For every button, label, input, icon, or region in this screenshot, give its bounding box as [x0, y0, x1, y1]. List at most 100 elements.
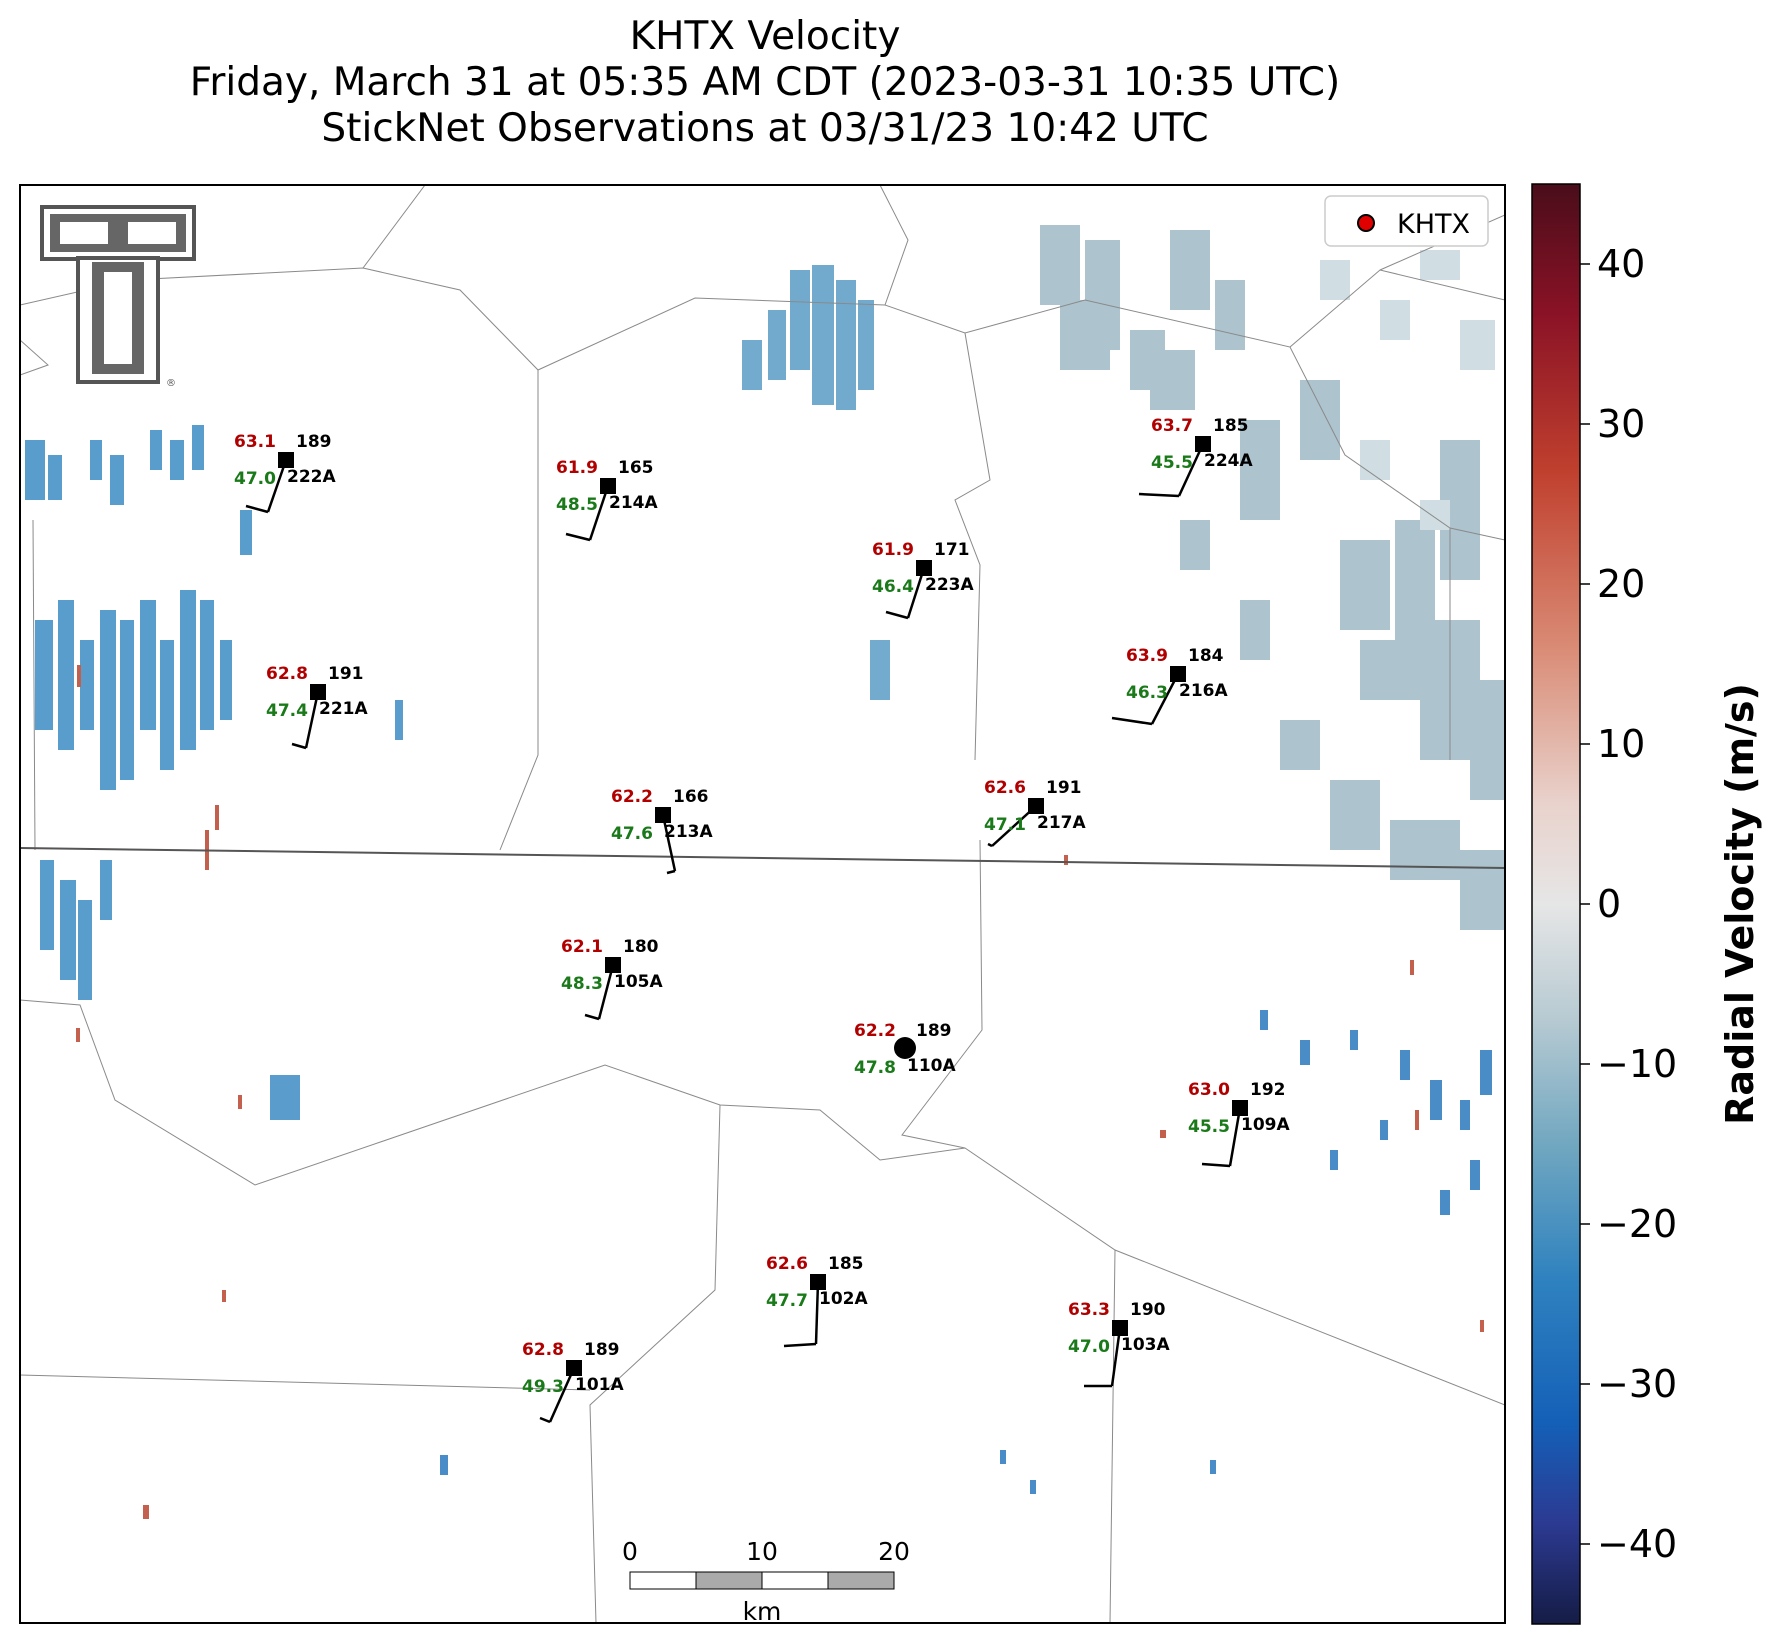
- station-109A: 63.0 192 45.5 109A: [1188, 1080, 1290, 1168]
- station-id: 102A: [819, 1289, 868, 1309]
- svg-text:®: ®: [166, 378, 176, 389]
- wind-barb-staff: [1110, 1327, 1122, 1387]
- station-id: 214A: [609, 493, 658, 513]
- station-temp: 63.9: [1126, 646, 1168, 666]
- station-dewpoint: 48.5: [556, 495, 598, 515]
- wind-barb-flag: [987, 842, 993, 848]
- wind-barb-flag: [291, 742, 307, 750]
- scale-unit: km: [743, 1597, 782, 1626]
- scale-bar: 0 10 20 km: [622, 1537, 910, 1626]
- station-id: 223A: [925, 575, 974, 595]
- station-marker: [655, 807, 671, 823]
- map-frame: [19, 184, 1506, 1624]
- county-boundaries: [20, 185, 1505, 1623]
- legend-marker: [1357, 214, 1375, 232]
- wind-barb-flag: [783, 1342, 817, 1348]
- station-dewpoint: 47.6: [611, 824, 653, 844]
- station-wind-dir: 180: [623, 937, 659, 957]
- colorbar-label: Radial Velocity (m/s): [1718, 683, 1762, 1125]
- station-observations: 63.1 189 47.0 222A 61.9 165 48.5 214A 61.9 171 46.…: [234, 416, 1290, 1424]
- wind-barb-staff: [548, 1367, 576, 1423]
- station-224A: 63.7 185 45.5 224A: [1138, 416, 1253, 498]
- station-marker: [310, 684, 326, 700]
- wind-barb-flag: [1201, 1162, 1231, 1168]
- colorbar-tick-label: 40: [1597, 242, 1645, 286]
- station-temp: 61.9: [872, 540, 914, 560]
- station-105A: 62.1 180 48.3 105A: [561, 937, 663, 1021]
- map-area: [20, 185, 1505, 1623]
- colorbar-tick-label: −30: [1597, 1362, 1677, 1406]
- station-id: 216A: [1179, 681, 1228, 701]
- station-marker: [605, 957, 621, 973]
- station-id: 213A: [664, 822, 713, 842]
- colorbar-tick-label: 10: [1597, 722, 1645, 766]
- wind-barb-flag: [565, 532, 591, 542]
- station-wind-dir: 191: [328, 664, 364, 684]
- station-id: 217A: [1037, 813, 1086, 833]
- station-temp: 62.2: [611, 787, 653, 807]
- station-id: 109A: [1241, 1115, 1290, 1135]
- wind-barb-flag: [539, 1416, 551, 1424]
- colorbar-ticks: 40 30 20 10 0 −10 −20 −30 −40: [1580, 242, 1677, 1566]
- colorbar-ramp: [1531, 183, 1581, 1625]
- station-wind-dir: 189: [584, 1340, 620, 1360]
- wind-barb-staff: [1228, 1107, 1242, 1167]
- map-title: KHTX Velocity: [629, 14, 901, 59]
- wind-barb-staff: [597, 964, 615, 1020]
- wind-barb-staff: [906, 567, 926, 619]
- station-dewpoint: 47.0: [234, 469, 276, 489]
- wind-barb-staff: [304, 691, 320, 749]
- station-id: 222A: [287, 467, 336, 487]
- radar-site-marker: [894, 1037, 916, 1059]
- station-214A: 61.9 165 48.5 214A: [556, 458, 658, 542]
- station-dewpoint: 46.4: [872, 577, 914, 597]
- station-dewpoint: 47.0: [1068, 1337, 1110, 1357]
- colorbar-tick-label: 0: [1597, 882, 1621, 926]
- station-102A: 62.6 185 47.7 102A: [766, 1254, 868, 1348]
- texas-tech-logo: ®: [40, 205, 196, 389]
- station-wind-dir: 165: [618, 458, 654, 478]
- station-dewpoint: 45.5: [1188, 1117, 1230, 1137]
- wind-barb-staff: [661, 814, 677, 872]
- wind-barb-staff: [588, 485, 610, 541]
- legend-label: KHTX: [1397, 209, 1470, 240]
- colorbar: 40 30 20 10 0 −10 −20 −30 −40 Radial Velocity (m…: [1531, 183, 1762, 1625]
- wind-barb-staff: [1150, 673, 1180, 725]
- wind-barb-flag: [245, 504, 269, 514]
- radar-echoes: [25, 225, 1505, 1519]
- station-dewpoint: 47.1: [984, 815, 1026, 835]
- station-dewpoint: 47.7: [766, 1291, 808, 1311]
- station-wind-dir: 192: [1250, 1080, 1286, 1100]
- station-temp: 62.6: [766, 1254, 808, 1274]
- wind-barb-flag: [885, 610, 909, 620]
- station-wind-dir: 185: [828, 1254, 864, 1274]
- wind-barb-staff: [1177, 443, 1205, 497]
- station-marker: [916, 560, 932, 576]
- station-marker: [600, 478, 616, 494]
- station-221A: 62.8 191 47.4 221A: [266, 664, 368, 750]
- station-dewpoint: 49.3: [522, 1377, 564, 1397]
- station-110A: 62.2 189 47.8 110A: [854, 1021, 956, 1078]
- station-id: 101A: [575, 1375, 624, 1395]
- scale-tick-10: 10: [746, 1537, 778, 1566]
- station-213A: 62.2 166 47.6 213A: [611, 787, 713, 875]
- station-temp: 62.1: [561, 937, 603, 957]
- colorbar-tick-label: −20: [1597, 1202, 1677, 1246]
- station-103A: 63.3 190 47.0 103A: [1068, 1300, 1170, 1388]
- station-marker: [1232, 1100, 1248, 1116]
- colorbar-tick-label: 20: [1597, 562, 1645, 606]
- station-wind-dir: 185: [1213, 416, 1249, 436]
- station-wind-dir: 171: [934, 540, 970, 560]
- station-id: 224A: [1204, 451, 1253, 471]
- station-temp: 63.7: [1151, 416, 1193, 436]
- station-dewpoint: 48.3: [561, 974, 603, 994]
- wind-barb-flag: [666, 869, 676, 875]
- station-222A: 63.1 189 47.0 222A: [234, 432, 336, 514]
- station-marker: [1028, 798, 1044, 814]
- station-223A: 61.9 171 46.4 223A: [872, 540, 974, 620]
- scale-tick-20: 20: [878, 1537, 910, 1566]
- state-boundary: [20, 847, 1505, 869]
- station-temp: 62.8: [266, 664, 308, 684]
- station-dewpoint: 46.3: [1126, 683, 1168, 703]
- station-id: 221A: [319, 699, 368, 719]
